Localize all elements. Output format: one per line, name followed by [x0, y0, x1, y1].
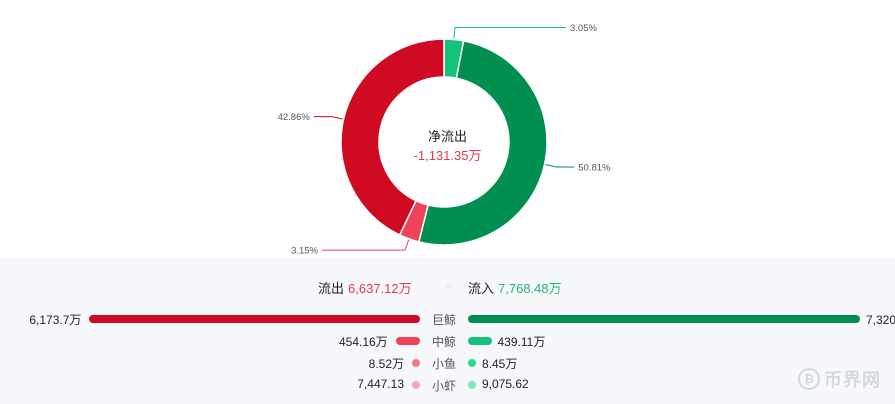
flow-row: 454.16万 中鲸 439.11万 [0, 331, 895, 351]
category-label: 中鲸 [431, 335, 456, 349]
bitcoin-logo-icon: ₿ [798, 368, 820, 390]
donut-svg: 3.05% 50.81% 3.15% 42.86% [278, 23, 611, 257]
watermark-text: 币界网 [824, 370, 881, 390]
center-value: -1,131.35万 [413, 148, 482, 163]
outflow-value-label: 6,173.7万 [29, 313, 82, 327]
watermark: ₿ 币界网 [798, 366, 881, 392]
donut-chart: 3.05% 50.81% 3.15% 42.86% 净流出 -1,131.35万 [278, 23, 611, 257]
slice-label-3: 42.86% [278, 112, 311, 123]
inflow-bar[interactable] [468, 315, 860, 323]
flow-row: 6,173.7万 巨鲸 7,320.01万 [0, 309, 895, 329]
inflow-total-value: 7,768.48万 [498, 281, 562, 296]
donut-slice-3[interactable] [340, 38, 445, 236]
leader-line-3 [313, 116, 343, 120]
center-title: 净流出 [427, 129, 467, 144]
inflow-total-label: 流入 [468, 281, 495, 296]
inflow-value-label: 7,320.01万 [866, 313, 895, 327]
outflow-bar[interactable] [89, 315, 420, 323]
flow-row: 7,447.13 小虾 9,075.62 [0, 375, 895, 395]
category-label: 巨鲸 [431, 313, 456, 327]
slice-label-2: 3.15% [291, 246, 318, 257]
leader-line-1 [545, 164, 575, 168]
inflow-total: 流入 7,768.48万 [468, 278, 562, 297]
leader-line-2 [322, 239, 410, 251]
donut-slice-1[interactable] [417, 40, 548, 246]
outflow-total: 流出 6,637.12万 [318, 278, 412, 297]
inflow-bar[interactable] [468, 359, 476, 367]
leader-line-0 [453, 27, 566, 39]
inflow-value-label: 8.45万 [482, 357, 518, 371]
separator [445, 283, 453, 289]
flow-row: 8.52万 小鱼 8.45万 [0, 353, 895, 373]
inflow-value-label: 439.11万 [497, 335, 546, 349]
inflow-bar[interactable] [468, 337, 492, 345]
outflow-total-label: 流出 [318, 281, 345, 296]
flow-section: 流出6,637.12万 流入7,768.48万 6,173.7万 巨鲸 7,320.… [0, 258, 895, 404]
outflow-value-label: 8.52万 [368, 357, 404, 371]
outflow-value-label: 7,447.13 [357, 377, 404, 391]
slice-label-1: 50.81% [578, 163, 611, 174]
outflow-value-label: 454.16万 [338, 335, 388, 349]
outflow-bar[interactable] [395, 337, 420, 345]
outflow-total-value: 6,637.12万 [348, 281, 412, 296]
inflow-bar[interactable] [468, 381, 476, 389]
slice-label-0: 3.05% [570, 23, 597, 34]
inflow-value-label: 9,075.62 [482, 377, 529, 391]
category-label: 小鱼 [431, 357, 456, 371]
category-label: 小虾 [431, 379, 456, 393]
outflow-bar[interactable] [412, 359, 420, 367]
outflow-bar[interactable] [412, 381, 420, 389]
